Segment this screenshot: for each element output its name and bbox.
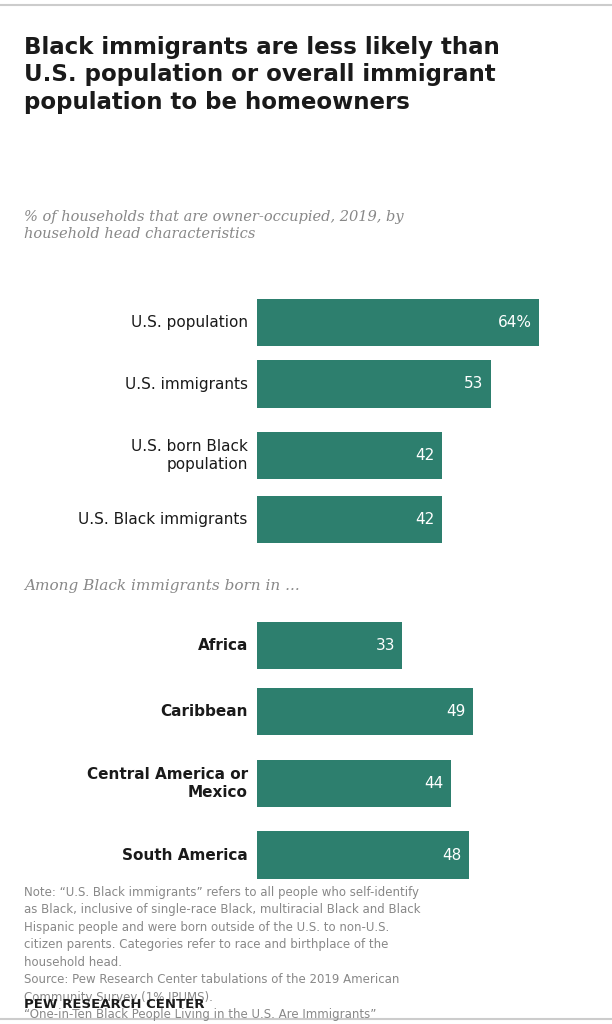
Text: Caribbean: Caribbean bbox=[160, 705, 248, 719]
FancyBboxPatch shape bbox=[257, 760, 451, 807]
Text: 53: 53 bbox=[464, 377, 483, 391]
Text: Africa: Africa bbox=[198, 638, 248, 652]
FancyBboxPatch shape bbox=[257, 688, 473, 735]
Text: 42: 42 bbox=[416, 449, 435, 463]
Text: 49: 49 bbox=[446, 705, 466, 719]
Text: U.S. immigrants: U.S. immigrants bbox=[125, 377, 248, 391]
Text: U.S. population: U.S. population bbox=[131, 315, 248, 330]
FancyBboxPatch shape bbox=[257, 496, 442, 543]
FancyBboxPatch shape bbox=[257, 622, 403, 669]
Text: U.S. Black immigrants: U.S. Black immigrants bbox=[78, 512, 248, 526]
Text: 48: 48 bbox=[442, 848, 461, 862]
Text: Among Black immigrants born in ...: Among Black immigrants born in ... bbox=[24, 579, 300, 593]
FancyBboxPatch shape bbox=[257, 432, 442, 479]
Text: 64%: 64% bbox=[498, 315, 532, 330]
Text: PEW RESEARCH CENTER: PEW RESEARCH CENTER bbox=[24, 998, 205, 1012]
Text: 42: 42 bbox=[416, 512, 435, 526]
Text: Black immigrants are less likely than
U.S. population or overall immigrant
popul: Black immigrants are less likely than U.… bbox=[24, 36, 500, 114]
Text: South America: South America bbox=[122, 848, 248, 862]
Text: Note: “U.S. Black immigrants” refers to all people who self-identify
as Black, i: Note: “U.S. Black immigrants” refers to … bbox=[24, 886, 421, 1021]
FancyBboxPatch shape bbox=[257, 299, 539, 346]
Text: 33: 33 bbox=[376, 638, 395, 652]
Text: % of households that are owner-occupied, 2019, by
household head characteristics: % of households that are owner-occupied,… bbox=[24, 210, 404, 242]
FancyBboxPatch shape bbox=[257, 831, 469, 879]
FancyBboxPatch shape bbox=[257, 360, 491, 408]
Text: Central America or
Mexico: Central America or Mexico bbox=[87, 767, 248, 800]
Text: U.S. born Black
population: U.S. born Black population bbox=[131, 439, 248, 472]
Text: 44: 44 bbox=[424, 776, 444, 791]
